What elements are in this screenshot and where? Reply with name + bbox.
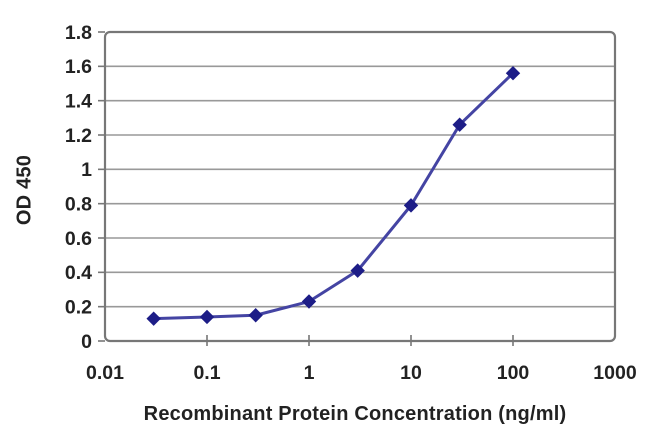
y-tick-label: 1: [81, 159, 92, 181]
data-point: [505, 65, 521, 81]
x-axis-title: Recombinant Protein Concentration (ng/ml…: [143, 403, 567, 425]
data-point: [403, 198, 419, 213]
y-tick-label: 1.4: [65, 90, 92, 112]
series-line: [152, 71, 515, 321]
y-tick-label: 0.4: [65, 262, 92, 284]
x-tick-label: 10: [400, 362, 422, 384]
y-tick-label: 0.8: [65, 193, 92, 215]
data-point: [452, 117, 467, 132]
x-tick-label: 100: [497, 362, 530, 384]
y-tick-label: 1.6: [65, 56, 92, 78]
data-point: [146, 311, 161, 326]
data-point: [301, 294, 317, 309]
x-tick-label: 1: [304, 362, 315, 384]
y-tick-label: 0.6: [65, 228, 92, 250]
y-tick-label: 1.8: [65, 22, 92, 44]
x-tick-label: 1000: [593, 362, 637, 384]
x-tick-label: 0.1: [193, 362, 220, 384]
x-tick-label: 0.01: [86, 362, 124, 384]
y-tick-label: 0.2: [65, 296, 92, 318]
data-point: [199, 309, 215, 325]
y-tick-label: 0: [81, 331, 92, 353]
y-tick-label: 1.2: [65, 125, 92, 147]
data-point: [248, 308, 263, 323]
data-point: [350, 263, 365, 278]
plot-border: [103, 30, 617, 343]
y-axis-title: OD 450: [13, 154, 36, 226]
